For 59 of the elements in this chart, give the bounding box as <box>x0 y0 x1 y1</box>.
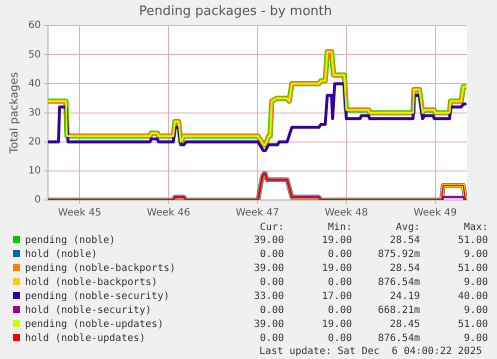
text: 40.00 <box>456 290 488 304</box>
legend-label: pending (noble-backports) <box>24 262 177 276</box>
text: 0.00 <box>258 276 284 290</box>
legend-label: hold (noble-security) <box>24 304 152 318</box>
text: 0.00 <box>326 248 352 262</box>
text: 0.00 <box>258 304 284 318</box>
text: 0.00 <box>326 304 352 318</box>
text: 39.00 <box>252 262 284 276</box>
x-tick-label: Week 47 <box>236 208 280 219</box>
legend-label: hold (noble-updates) <box>24 332 146 346</box>
text: 19.00 <box>320 262 352 276</box>
x-tick-label: Week 46 <box>146 208 190 219</box>
chart-title: Pending packages - by month <box>139 4 332 20</box>
text: 51.00 <box>456 318 488 332</box>
y-tick-label: 10 <box>28 166 41 177</box>
y-tick-label: 30 <box>28 107 41 118</box>
text: 0.00 <box>326 332 352 346</box>
y-tick-label: 60 <box>28 20 41 32</box>
text: 24.19 <box>388 290 420 304</box>
text: 876.54m <box>376 276 420 290</box>
text: 39.00 <box>252 234 284 248</box>
text: 33.00 <box>252 290 284 304</box>
legend-label: pending (noble) <box>24 234 116 248</box>
x-tick-label: Week 45 <box>58 208 102 219</box>
text: 9.00 <box>462 332 488 346</box>
text: Max: <box>462 222 488 234</box>
legend-label: hold (noble-backports) <box>24 276 158 290</box>
text: 9.00 <box>462 304 488 318</box>
text: 9.00 <box>462 276 488 290</box>
text: 28.54 <box>388 262 420 276</box>
text: 28.54 <box>388 234 420 248</box>
y-tick-label: 20 <box>28 136 41 148</box>
text: Cur: <box>258 222 284 234</box>
x-tick-label: Week 48 <box>324 208 368 219</box>
legend-label: hold (noble) <box>24 248 98 262</box>
text: 0.00 <box>258 248 284 262</box>
text: 0.00 <box>326 276 352 290</box>
text: 17.00 <box>320 290 352 304</box>
text: 28.45 <box>388 318 420 332</box>
text: Last update: Sat Dec 6 04:00:22 2025 <box>258 346 482 357</box>
y-tick-label: 40 <box>28 78 41 90</box>
legend-label: pending (noble-security) <box>24 290 170 304</box>
y-tick-label: 0 <box>34 194 41 206</box>
text: Min: <box>326 222 352 234</box>
text: 875.92m <box>376 248 420 262</box>
text: 39.00 <box>252 318 284 332</box>
text: 876.54m <box>376 332 420 346</box>
text: 19.00 <box>320 234 352 248</box>
text: Avg: <box>394 222 420 234</box>
y-axis-title: Total packages <box>7 72 20 154</box>
legend-label: pending (noble-updates) <box>24 318 164 332</box>
text: 19.00 <box>320 318 352 332</box>
y-tick-label: 50 <box>28 49 41 60</box>
text: 668.21m <box>376 304 420 318</box>
text: 9.00 <box>462 248 488 262</box>
text: 0.00 <box>258 332 284 346</box>
x-tick-label: Week 49 <box>414 208 457 219</box>
text: 51.00 <box>456 262 488 276</box>
text: 51.00 <box>456 234 488 248</box>
